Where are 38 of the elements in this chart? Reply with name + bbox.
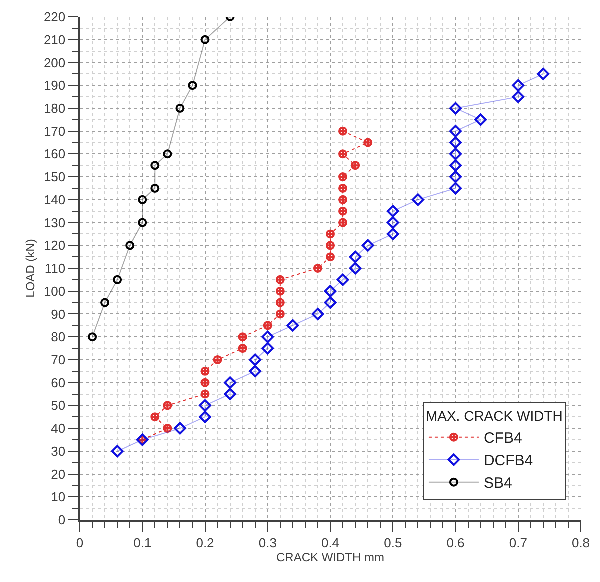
y-tick-label: 170 <box>44 124 66 139</box>
x-tick-label: 0.1 <box>134 535 152 550</box>
y-axis-title: LOAD (kN) <box>24 239 38 298</box>
x-tick-label: 0.7 <box>509 535 528 550</box>
y-tick-label: 210 <box>44 32 66 48</box>
x-tick-label: 0.6 <box>446 535 465 550</box>
y-tick-label: 220 <box>44 10 66 25</box>
y-tick-label: 190 <box>44 78 66 94</box>
x-tick-label: 0.3 <box>258 535 277 550</box>
legend-label: CFB4 <box>484 430 522 448</box>
x-tick-label: 0.4 <box>321 535 340 550</box>
y-tick-label: 20 <box>51 466 66 482</box>
x-tick-label: 0.5 <box>384 535 402 550</box>
legend-label: DCFB4 <box>484 452 534 470</box>
x-axis-title: CRACK WIDTH mm <box>276 550 384 565</box>
y-tick-label: 130 <box>44 215 66 230</box>
y-tick-label: 200 <box>44 55 66 70</box>
y-tick-label: 150 <box>44 170 66 185</box>
y-tick-label: 90 <box>51 306 66 322</box>
y-tick-label: 10 <box>51 490 66 505</box>
y-tick-label: 30 <box>51 444 66 459</box>
y-tick-label: 180 <box>44 101 66 116</box>
x-tick-label: 0 <box>76 535 84 550</box>
y-tick-label: 80 <box>51 330 66 345</box>
y-tick-label: 120 <box>44 238 66 254</box>
x-tick-label: 0.8 <box>572 535 590 550</box>
legend-label: SB4 <box>484 475 512 492</box>
legend-title: MAX. CRACK WIDTH <box>426 408 563 424</box>
y-tick-label: 140 <box>44 192 66 208</box>
y-tick-label: 100 <box>44 284 66 299</box>
y-tick-label: 40 <box>51 421 66 436</box>
y-tick-label: 160 <box>44 146 66 162</box>
y-tick-label: 60 <box>51 375 66 390</box>
x-tick-label: 0.2 <box>196 535 214 550</box>
y-tick-label: 0 <box>58 512 66 528</box>
y-tick-label: 110 <box>44 261 66 276</box>
y-tick-label: 50 <box>51 398 66 414</box>
y-tick-label: 70 <box>51 352 66 368</box>
